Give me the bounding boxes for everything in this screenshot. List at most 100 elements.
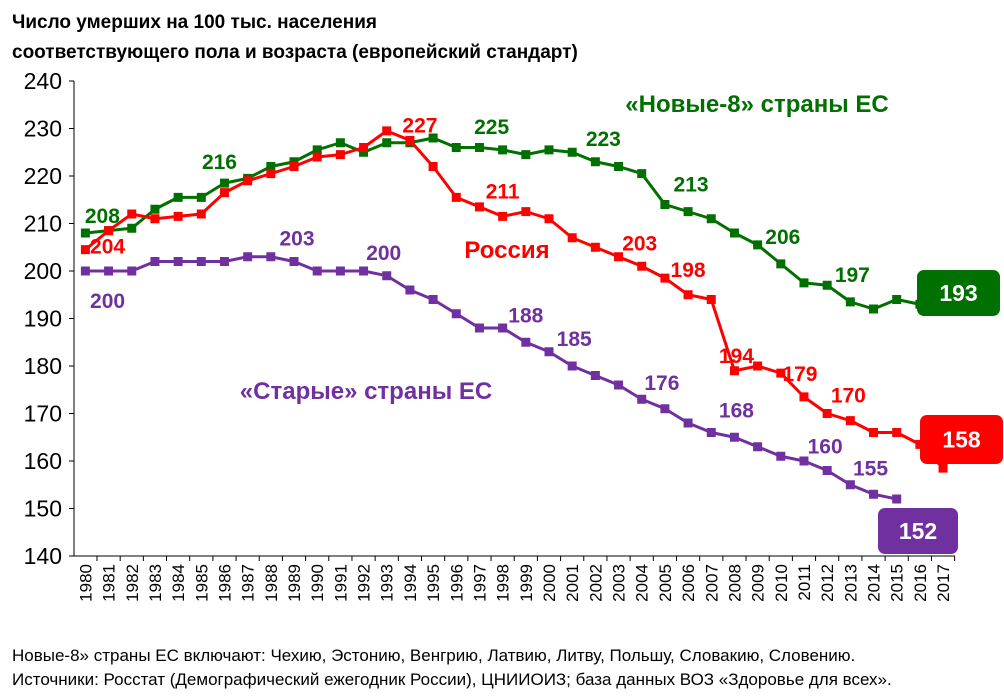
- data-point-old-eu: [266, 252, 276, 262]
- x-tick-label: 1980: [76, 564, 95, 602]
- data-point-old-eu: [822, 466, 832, 475]
- data-point-russia: [173, 211, 183, 221]
- data-point-new8: [312, 145, 322, 155]
- data-label-russia: 170: [831, 385, 866, 408]
- y-tick-label: 240: [24, 68, 62, 94]
- data-point-old-eu: [359, 266, 369, 276]
- data-label-russia: 227: [402, 114, 437, 137]
- x-tick-label: 1990: [308, 564, 327, 602]
- data-point-old-eu: [405, 285, 415, 295]
- data-point-new8: [822, 280, 832, 290]
- data-point-new8: [428, 133, 438, 143]
- data-point-new8: [799, 278, 809, 288]
- data-point-russia: [289, 162, 299, 171]
- y-tick-label: 140: [24, 543, 62, 569]
- data-point-new8: [127, 223, 137, 233]
- data-point-new8: [729, 228, 739, 238]
- data-point-russia: [405, 135, 415, 145]
- data-point-russia: [567, 233, 577, 243]
- data-point-new8: [173, 192, 183, 202]
- data-point-old-eu: [150, 257, 160, 266]
- data-point-russia: [104, 226, 114, 236]
- x-tick-label: 2001: [563, 564, 582, 602]
- end-value-label-old-eu: 152: [899, 518, 937, 544]
- x-tick-label: 1984: [169, 564, 188, 602]
- data-point-russia: [451, 192, 461, 202]
- end-value-box-russia: [920, 415, 1003, 464]
- data-point-russia: [312, 152, 322, 162]
- y-tick-label: 180: [24, 353, 62, 379]
- x-tick-label: 1986: [215, 564, 234, 602]
- data-label-russia: 203: [622, 232, 657, 255]
- end-value-box-old-eu: [878, 508, 958, 554]
- data-point-old-eu: [219, 257, 229, 266]
- data-point-russia: [845, 416, 855, 426]
- x-tick-label: 1999: [517, 564, 536, 602]
- data-label-old-eu: 168: [719, 399, 754, 422]
- data-point-new8: [567, 147, 577, 157]
- data-point-new8: [637, 169, 647, 179]
- data-point-new8: [382, 138, 392, 148]
- data-point-russia: [521, 207, 531, 217]
- data-point-old-eu: [660, 404, 670, 414]
- data-point-russia: [243, 176, 253, 186]
- data-point-old-eu: [521, 337, 531, 347]
- data-point-old-eu: [312, 266, 322, 276]
- data-point-old-eu: [776, 451, 786, 461]
- data-label-old-eu: 155: [853, 457, 888, 480]
- series-name-old-eu: «Старые» страны ЕС: [240, 378, 492, 405]
- x-tick-label: 2002: [586, 564, 605, 602]
- data-point-old-eu: [451, 309, 461, 319]
- y-tick-label: 210: [24, 211, 62, 237]
- data-point-old-eu: [173, 257, 183, 266]
- x-tick-label: 2004: [633, 564, 652, 602]
- data-point-new8: [196, 192, 206, 202]
- x-tick-label: 2008: [725, 564, 744, 602]
- data-point-russia: [498, 211, 508, 221]
- data-label-new8: 213: [674, 174, 709, 197]
- data-point-old-eu: [428, 295, 438, 304]
- data-point-new8: [590, 157, 600, 167]
- x-tick-label: 2006: [679, 564, 698, 602]
- chart-title-line-1: Число умерших на 100 тыс. населения: [12, 12, 377, 33]
- data-point-new8: [869, 304, 879, 314]
- chart-title-line-2: соответствующего пола и возраста (европе…: [12, 42, 578, 63]
- data-point-old-eu: [706, 428, 716, 437]
- x-tick-label: 2012: [818, 564, 837, 602]
- data-label-new8: 216: [202, 151, 237, 174]
- data-point-russia: [590, 242, 600, 252]
- data-point-russia: [266, 169, 276, 179]
- x-tick-label: 1991: [331, 564, 350, 602]
- y-tick-label: 220: [24, 163, 62, 189]
- end-value-label-new8: 193: [939, 280, 977, 306]
- x-tick-label: 2003: [610, 564, 629, 602]
- x-tick-label: 2000: [540, 564, 559, 602]
- data-point-russia: [660, 273, 670, 283]
- data-point-old-eu: [544, 347, 554, 357]
- end-value-label-russia: 158: [942, 427, 981, 453]
- data-label-russia: 211: [486, 180, 520, 203]
- data-point-russia: [822, 409, 832, 418]
- x-tick-label: 2013: [841, 564, 860, 602]
- data-point-russia: [335, 150, 345, 160]
- data-point-new8: [219, 178, 229, 188]
- data-point-old-eu: [335, 266, 345, 276]
- data-point-russia: [637, 261, 647, 271]
- data-label-old-eu: 200: [90, 290, 125, 313]
- data-point-old-eu: [753, 442, 763, 452]
- data-point-new8: [451, 143, 461, 152]
- data-point-old-eu: [614, 380, 624, 390]
- x-tick-label: 1993: [378, 564, 397, 602]
- x-tick-label: 1981: [100, 564, 119, 602]
- series-name-russia: Россия: [464, 237, 549, 264]
- data-point-russia: [80, 245, 90, 255]
- data-point-russia: [219, 188, 229, 198]
- data-point-new8: [683, 207, 693, 217]
- x-tick-label: 2016: [911, 564, 930, 602]
- data-point-russia: [938, 463, 948, 473]
- data-point-old-eu: [799, 456, 809, 466]
- data-point-russia: [776, 368, 786, 378]
- data-label-old-eu: 203: [279, 228, 314, 251]
- data-point-new8: [845, 297, 855, 307]
- data-point-russia: [544, 214, 554, 224]
